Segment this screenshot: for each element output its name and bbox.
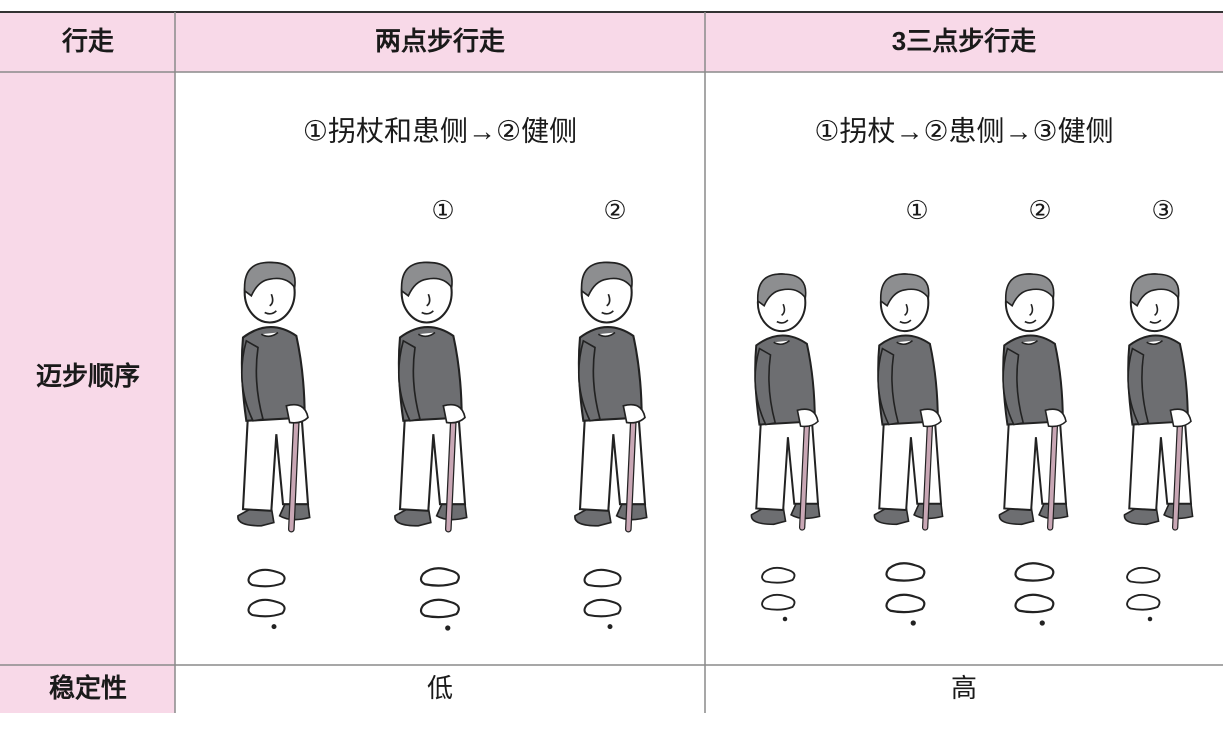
figure	[575, 262, 647, 529]
footprints	[419, 566, 461, 633]
figure	[874, 274, 942, 527]
figure	[751, 274, 819, 527]
label-column-bg	[0, 72, 175, 713]
footprints	[247, 568, 286, 631]
footprints	[885, 561, 926, 628]
sequence: ①拐杖和患侧→②健侧	[303, 115, 577, 146]
cell: 低	[427, 673, 453, 703]
step-label: ②	[1028, 195, 1051, 225]
footprints	[583, 568, 622, 631]
header-cell: 两点步行走	[375, 26, 505, 56]
header-bg	[0, 12, 1223, 72]
step-label: ①	[431, 195, 454, 225]
figure	[1124, 274, 1192, 527]
footprints	[760, 566, 796, 623]
footprints	[1125, 566, 1161, 623]
figure	[238, 262, 310, 529]
row-label: 迈步顺序	[36, 361, 140, 391]
sequence: ①拐杖→②患侧→③健侧	[814, 115, 1113, 146]
step-label: ②	[603, 195, 626, 225]
footprints	[1014, 561, 1055, 628]
figure	[999, 274, 1067, 527]
header-cell: 行走	[61, 26, 114, 56]
step-label: ①	[905, 195, 928, 225]
step-label: ③	[1151, 195, 1174, 225]
figure	[395, 262, 467, 529]
row-label: 稳定性	[49, 673, 127, 703]
header-cell: 3三点步行走	[892, 26, 1036, 56]
cell: 高	[951, 673, 977, 703]
